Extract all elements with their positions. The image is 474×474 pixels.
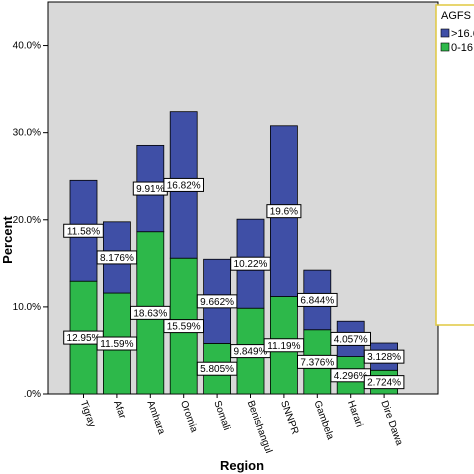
data-label-box [163,177,204,192]
data-label: 11.58% [67,226,100,237]
data-label: 9.849% [234,347,268,358]
data-label-box [363,349,405,364]
data-label: 9.91% [136,184,164,195]
data-label: 12.95% [67,333,101,344]
y-tick-label: 40.0% [13,41,41,52]
data-label: 3.128% [367,352,401,363]
data-label: 15.59% [167,322,201,333]
data-label: 5.805% [200,364,234,375]
data-label: 11.19% [267,341,300,352]
data-label-box [363,375,405,390]
data-label: 18.63% [133,308,167,319]
data-label: 10.22% [234,259,268,270]
y-tick-label: 20.0% [13,215,41,226]
data-label: 9.662% [200,297,234,308]
data-label-box [297,292,338,307]
data-label: 4.057% [334,334,368,345]
y-tick-label: 30.0% [13,128,41,139]
legend-entry: 0-16.6 [451,42,474,54]
data-label-box [266,204,302,219]
data-label: 16.82% [167,180,201,191]
legend-title: AGFS [441,10,471,22]
x-axis-title: Region [220,458,264,473]
data-label: 6.844% [300,295,334,306]
legend: AGFS >16.6 0-16.6 [435,4,474,326]
data-label: 8.176% [100,253,134,264]
y-tick-label: .0% [24,389,41,400]
data-label: 4.296% [334,371,368,382]
y-axis-title: Percent [0,215,15,263]
y-tick-label: 10.0% [13,302,41,313]
legend-frame [435,4,474,326]
data-label: 2.724% [367,378,401,389]
legend-swatch [440,42,450,52]
data-label: 7.376% [300,357,334,368]
legend-entry: >16.6 [451,28,474,40]
legend-swatch [440,28,450,38]
data-label: 19.6% [270,207,298,218]
data-label-box [330,331,371,346]
data-label: 11.59% [100,339,133,350]
